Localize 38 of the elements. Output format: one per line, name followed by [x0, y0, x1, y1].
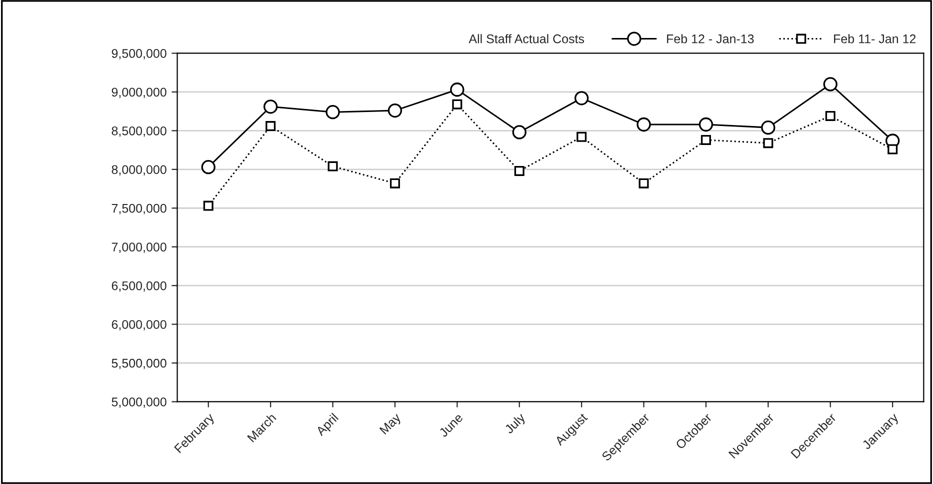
- point: [888, 144, 898, 154]
- point: [450, 82, 464, 97]
- point: [388, 103, 402, 118]
- point: [514, 166, 524, 176]
- point: [326, 105, 340, 120]
- point: [390, 178, 400, 188]
- x-tick-label: July: [504, 412, 528, 436]
- y-tick-label: 7,000,000: [112, 242, 166, 253]
- point: [574, 91, 589, 106]
- legend-label: Feb 12 - Jan-13: [667, 34, 754, 44]
- y-tick-label: 6,000,000: [112, 320, 166, 330]
- point: [266, 121, 276, 132]
- y-tick-label: 7,500,000: [112, 204, 166, 214]
- y-tick-label: 8,500,000: [112, 126, 166, 137]
- x-tick-label: May: [379, 412, 404, 436]
- y-tick-label: 5,500,000: [112, 358, 166, 370]
- point: [823, 77, 838, 92]
- legend-label: Feb 11- Jan 12: [834, 34, 916, 44]
- legend-title: All Staff Actual Costs: [468, 34, 584, 44]
- point: [576, 132, 587, 142]
- point: [761, 120, 776, 135]
- y-tick-label: 6,500,000: [112, 281, 166, 292]
- y-tick-label: 5,000,000: [112, 398, 166, 408]
- point: [638, 178, 649, 188]
- y-tick-label: 8,000,000: [112, 165, 166, 176]
- point: [452, 99, 462, 110]
- y-tick-label: 9,500,000: [112, 49, 166, 60]
- point: [636, 117, 651, 132]
- point: [512, 125, 526, 140]
- point: [700, 134, 711, 145]
- point: [201, 160, 216, 174]
- point: [698, 117, 714, 132]
- point: [825, 110, 836, 121]
- point: [328, 161, 338, 172]
- point: [203, 200, 214, 211]
- y-tick-label: 9,000,000: [112, 88, 166, 98]
- point: [263, 100, 278, 114]
- point: [763, 138, 774, 148]
